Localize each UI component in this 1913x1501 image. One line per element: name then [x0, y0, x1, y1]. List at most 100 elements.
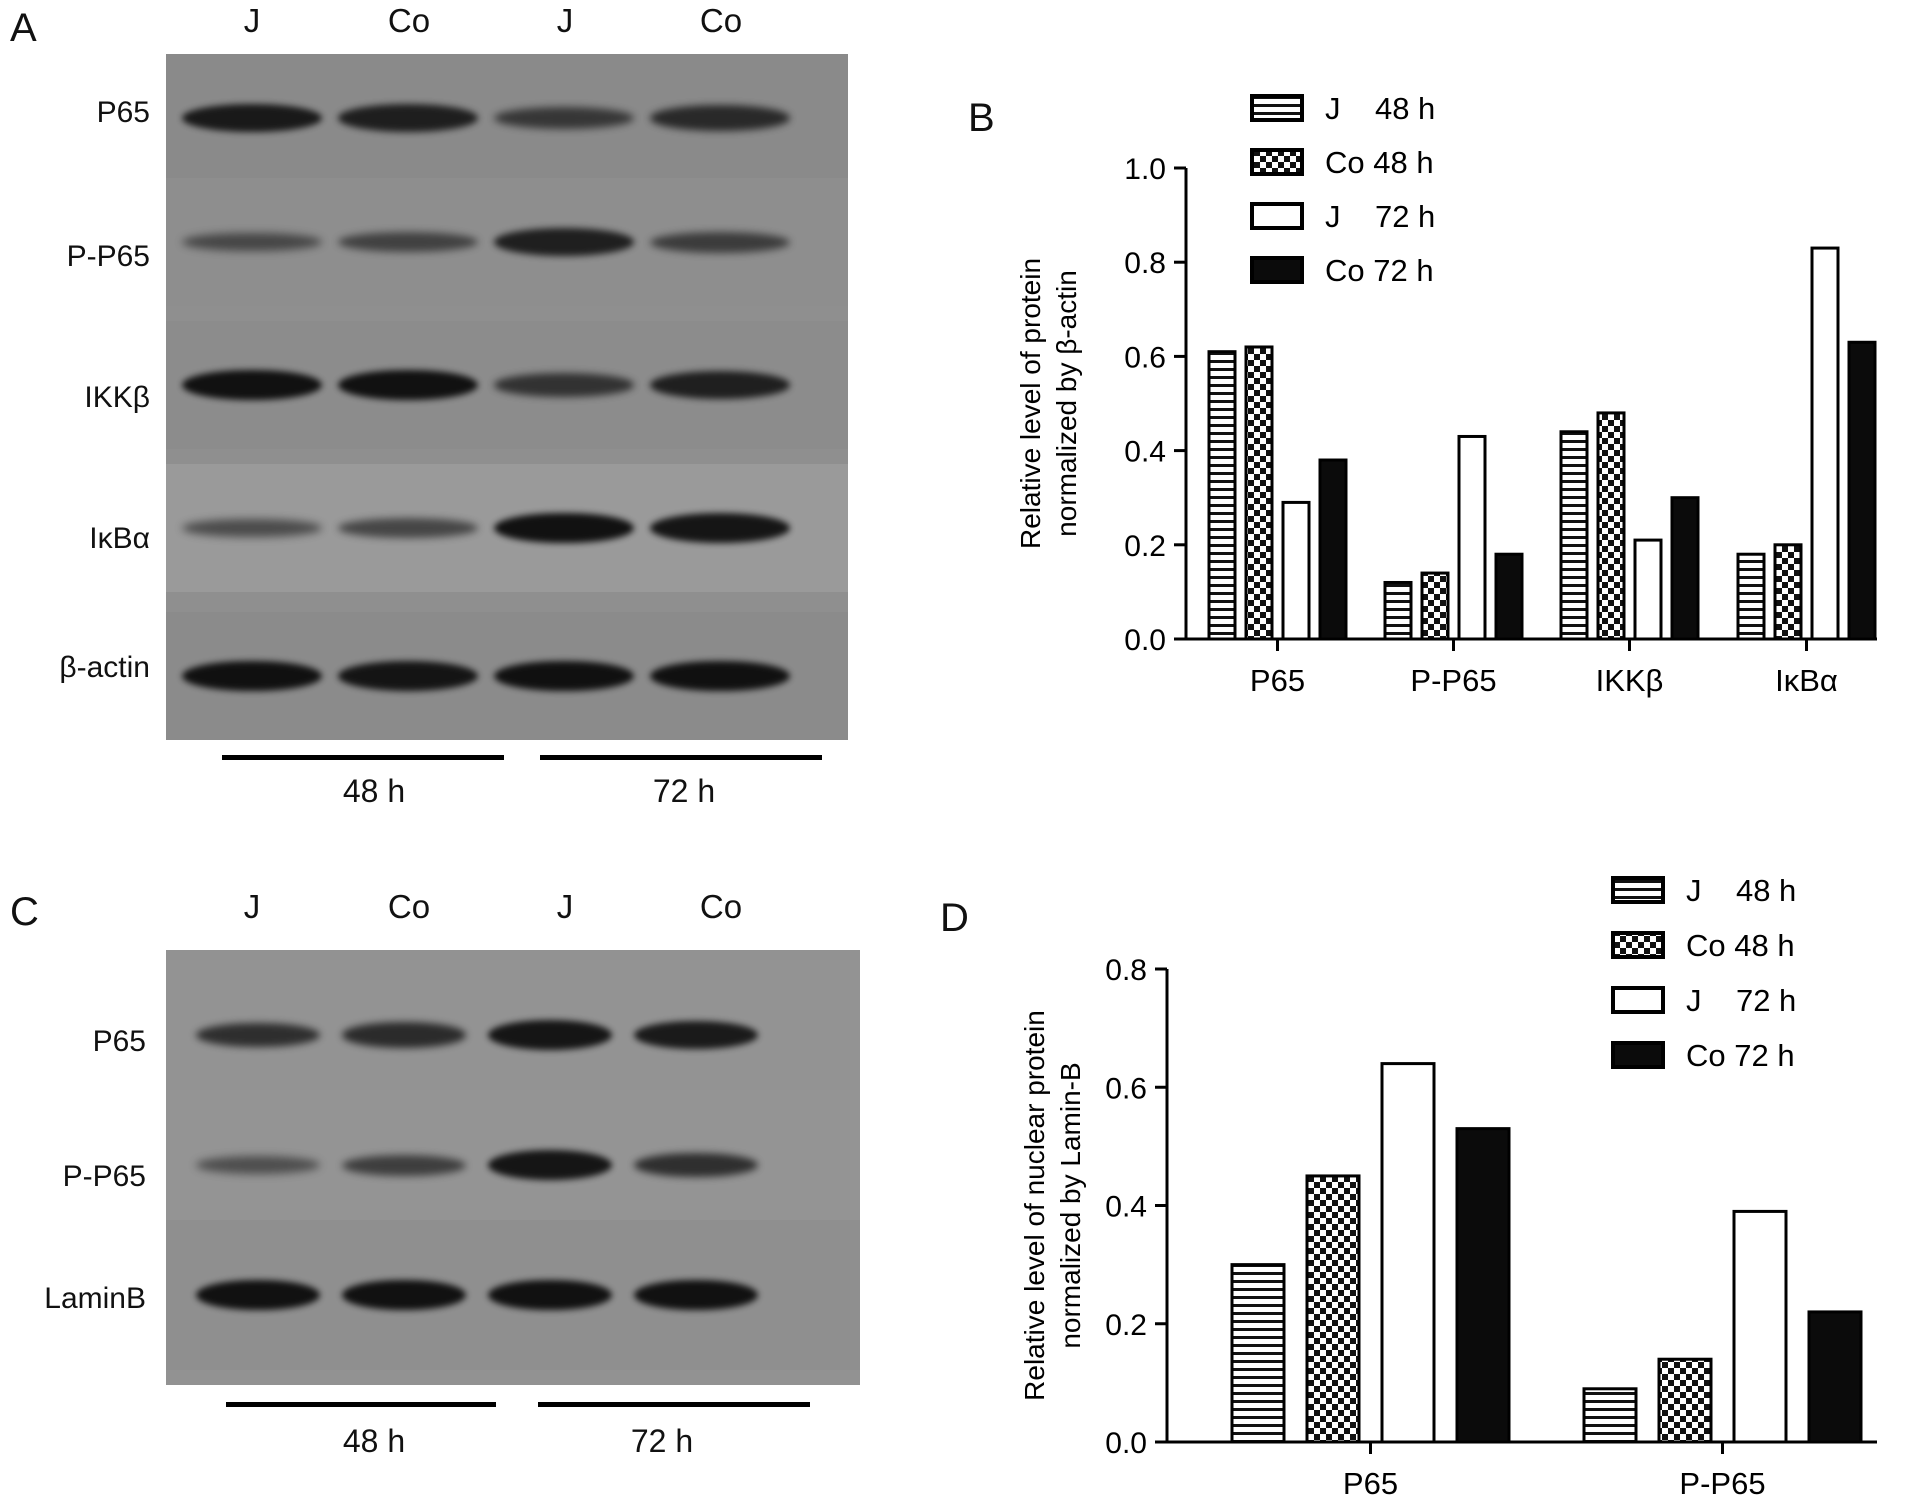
row-label-c-laminb: LaminB: [44, 1282, 146, 1315]
blot-a-band-r3-l3: [494, 373, 634, 397]
time-label-c-72h: 72 h: [630, 1423, 694, 1459]
chart-d-bar-P65-s1: [1230, 1263, 1286, 1444]
chart-b-bar-IB-s1: [1736, 552, 1766, 641]
chart-b-bar-IKK-s4: [1670, 496, 1700, 641]
blot-c-band-r1-l2: [342, 1022, 466, 1048]
blot-c-band-r3-l3: [488, 1279, 612, 1311]
lane-label-c-1: J: [243, 888, 261, 925]
blot-c-band-r1-l1: [196, 1022, 320, 1048]
lane-label-a-1: J: [243, 2, 261, 39]
blot-a-band-r3-l2: [338, 369, 478, 401]
row-label-c-p-p65: P-P65: [62, 1160, 146, 1193]
lane-label-c-4: Co: [699, 888, 743, 925]
lane-label-a-2: Co: [387, 2, 431, 39]
chart-b-legend-swatch: [1250, 148, 1304, 176]
time-label-a-72h: 72 h: [652, 773, 716, 809]
chart-b-bar-PP65-s1: [1383, 580, 1413, 641]
chart-d-legend-label: Co 72 h: [1686, 1038, 1795, 1073]
chart-b-legend-label: J 48 h: [1325, 91, 1435, 126]
blot-c-band-r2-l3: [488, 1150, 612, 1180]
chart-d-bar-PP65-s2: [1657, 1357, 1713, 1444]
chart-b-x-tick-label: IKKβ: [1596, 663, 1664, 698]
time-bracket-a-72h: [540, 755, 822, 760]
chart-b-y-axis-label: Relative level of protein normalized by β…: [1015, 258, 1082, 549]
blot-a-band-r1-l3: [494, 106, 634, 130]
blot-a-band-r1-l2: [338, 104, 478, 132]
blot-a-band-r5-l3: [494, 660, 634, 692]
chart-b-bar-P65-s4: [1318, 458, 1348, 641]
blot-a-band-r2-l4: [650, 231, 790, 253]
time-bracket-c-48h: [226, 1402, 496, 1407]
row-label-c-p65: P65: [92, 1025, 146, 1058]
chart-b-y-tick-label: 0.0: [1124, 624, 1166, 657]
chart-b-bar-P65-s1: [1207, 350, 1237, 641]
blot-a-band-r2-l1: [182, 232, 322, 252]
time-label-a-48h: 48 h: [342, 773, 406, 809]
chart-b-bar-PP65-s2: [1420, 571, 1450, 641]
blot-a-band-r4-l4: [650, 513, 790, 543]
chart-b-bar-IKK-s1: [1559, 430, 1589, 641]
panel-letter-c: C: [10, 890, 39, 934]
chart-b-y-tick-label: 1.0: [1124, 153, 1166, 186]
blot-c-band-r2-l4: [634, 1152, 758, 1178]
row-label-a-ikba: IκBα: [89, 522, 150, 555]
blot-c-band-r1-l3: [488, 1020, 612, 1050]
chart-d-y-tick-label: 0.0: [1105, 1427, 1147, 1460]
blot-c: [166, 950, 860, 1385]
blot-a: [166, 54, 848, 740]
time-label-c-48h: 48 h: [342, 1423, 406, 1459]
chart-b-legend-label: Co 48 h: [1325, 145, 1434, 180]
chart-d-bar-PP65-s1: [1582, 1387, 1638, 1444]
chart-b-x-tick-label: P-P65: [1410, 663, 1496, 698]
chart-b-bar-IB-s3: [1810, 246, 1840, 641]
chart-d-bar-P65-s4: [1455, 1127, 1511, 1444]
chart-d-y-tick-label: 0.4: [1105, 1191, 1147, 1224]
row-label-a-ikkb: IKKβ: [84, 381, 150, 414]
chart-b-legend-swatch: [1250, 202, 1304, 230]
blot-a-band-r3-l4: [650, 371, 790, 399]
chart-b-bar-IKK-s3: [1633, 538, 1663, 641]
chart-d-bar-PP65-s3: [1732, 1209, 1788, 1444]
chart-b-y-tick-label: 0.8: [1124, 247, 1166, 280]
chart-d-y-tick-label: 0.2: [1105, 1309, 1147, 1342]
chart-b-y-tick-label: 0.6: [1124, 341, 1166, 374]
row-label-a-p65: P65: [96, 96, 150, 129]
lane-label-c-2: Co: [387, 888, 431, 925]
chart-b-bar-PP65-s3: [1457, 434, 1487, 641]
chart-d-x-tick-label: P65: [1343, 1466, 1398, 1501]
chart-d-legend-label: Co 48 h: [1686, 928, 1795, 963]
chart-d-bar-P65-s2: [1305, 1174, 1361, 1444]
blot-c-band-r1-l4: [634, 1020, 758, 1050]
blot-c-band-r3-l2: [342, 1279, 466, 1311]
lane-label-a-4: Co: [699, 2, 743, 39]
blot-a-band-r4-l1: [182, 518, 322, 538]
blot-a-band-r5-l1: [182, 660, 322, 692]
chart-d-legend-swatch: [1611, 1041, 1665, 1069]
blot-a-band-r2-l2: [338, 232, 478, 252]
time-bracket-c-72h: [538, 1402, 810, 1407]
chart-d-y-axis-label: Relative level of nuclear protein normali…: [1019, 1010, 1086, 1401]
blot-c-band-r2-l2: [342, 1154, 466, 1176]
lane-label-c-3: J: [556, 888, 574, 925]
chart-b-bar-IB-s4: [1847, 340, 1877, 641]
row-label-a-b-actin: β-actin: [59, 651, 150, 684]
time-bracket-a-48h: [222, 755, 504, 760]
chart-d-y-tick-label: 0.8: [1105, 954, 1147, 987]
blot-a-band-r4-l2: [338, 518, 478, 538]
blot-c-band-r2-l1: [196, 1156, 320, 1174]
blot-a-band-r1-l4: [650, 105, 790, 131]
chart-b-bar-P65-s3: [1281, 500, 1311, 641]
chart-d-legend-swatch: [1611, 931, 1665, 959]
blot-a-band-r3-l1: [182, 369, 322, 401]
chart-b-bar-IB-s2: [1773, 543, 1803, 641]
chart-d-bar-P65-s3: [1380, 1062, 1436, 1444]
row-label-a-p-p65: P-P65: [66, 240, 150, 273]
panel-letter-a: A: [10, 6, 37, 50]
chart-d-legend-swatch: [1611, 986, 1665, 1014]
chart-d-legend-swatch: [1611, 876, 1665, 904]
blot-a-band-r1-l1: [182, 103, 322, 133]
chart-b-legend-label: J 72 h: [1325, 199, 1435, 234]
chart-d-x-tick-label: P-P65: [1679, 1466, 1765, 1501]
chart-b-x-tick-label: IκBα: [1775, 663, 1838, 698]
chart-d-legend-label: J 72 h: [1686, 983, 1796, 1018]
